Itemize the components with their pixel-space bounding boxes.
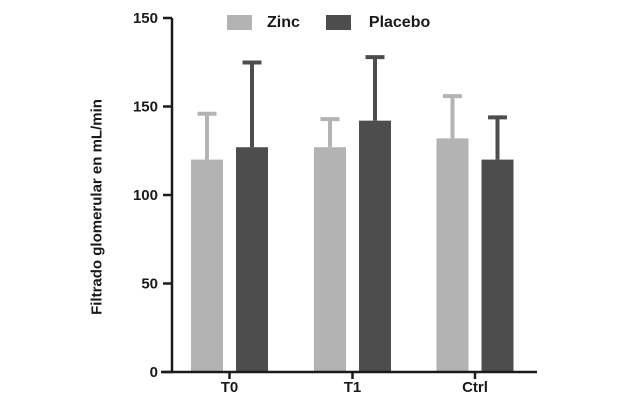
legend-swatch-zinc (227, 14, 252, 30)
x-category-label-ctrl: Ctrl (462, 379, 488, 396)
x-category-label-t0: T0 (221, 379, 239, 396)
legend-swatch-placebo (325, 14, 351, 30)
y-tick-label-2: 100 (133, 187, 158, 204)
bar-placebo-t1 (359, 120, 391, 372)
bar-zinc-t0 (191, 159, 223, 372)
bar-zinc-t1 (314, 147, 346, 372)
bar-placebo-t0 (236, 147, 268, 372)
bar-zinc-ctrl (436, 138, 469, 372)
legend-label-zinc: Zinc (267, 13, 300, 31)
bar-placebo-ctrl (481, 159, 514, 372)
x-category-label-t1: T1 (344, 379, 362, 396)
legend-label-placebo: Placebo (368, 13, 431, 31)
y-tick-label-3: 150 (133, 99, 158, 116)
legend: Zinc Placebo (227, 13, 430, 31)
y-tick-label-0: 0 (150, 364, 158, 381)
y-tick-label-1: 50 (141, 276, 158, 293)
y-tick-label-4: 150 (133, 10, 158, 27)
